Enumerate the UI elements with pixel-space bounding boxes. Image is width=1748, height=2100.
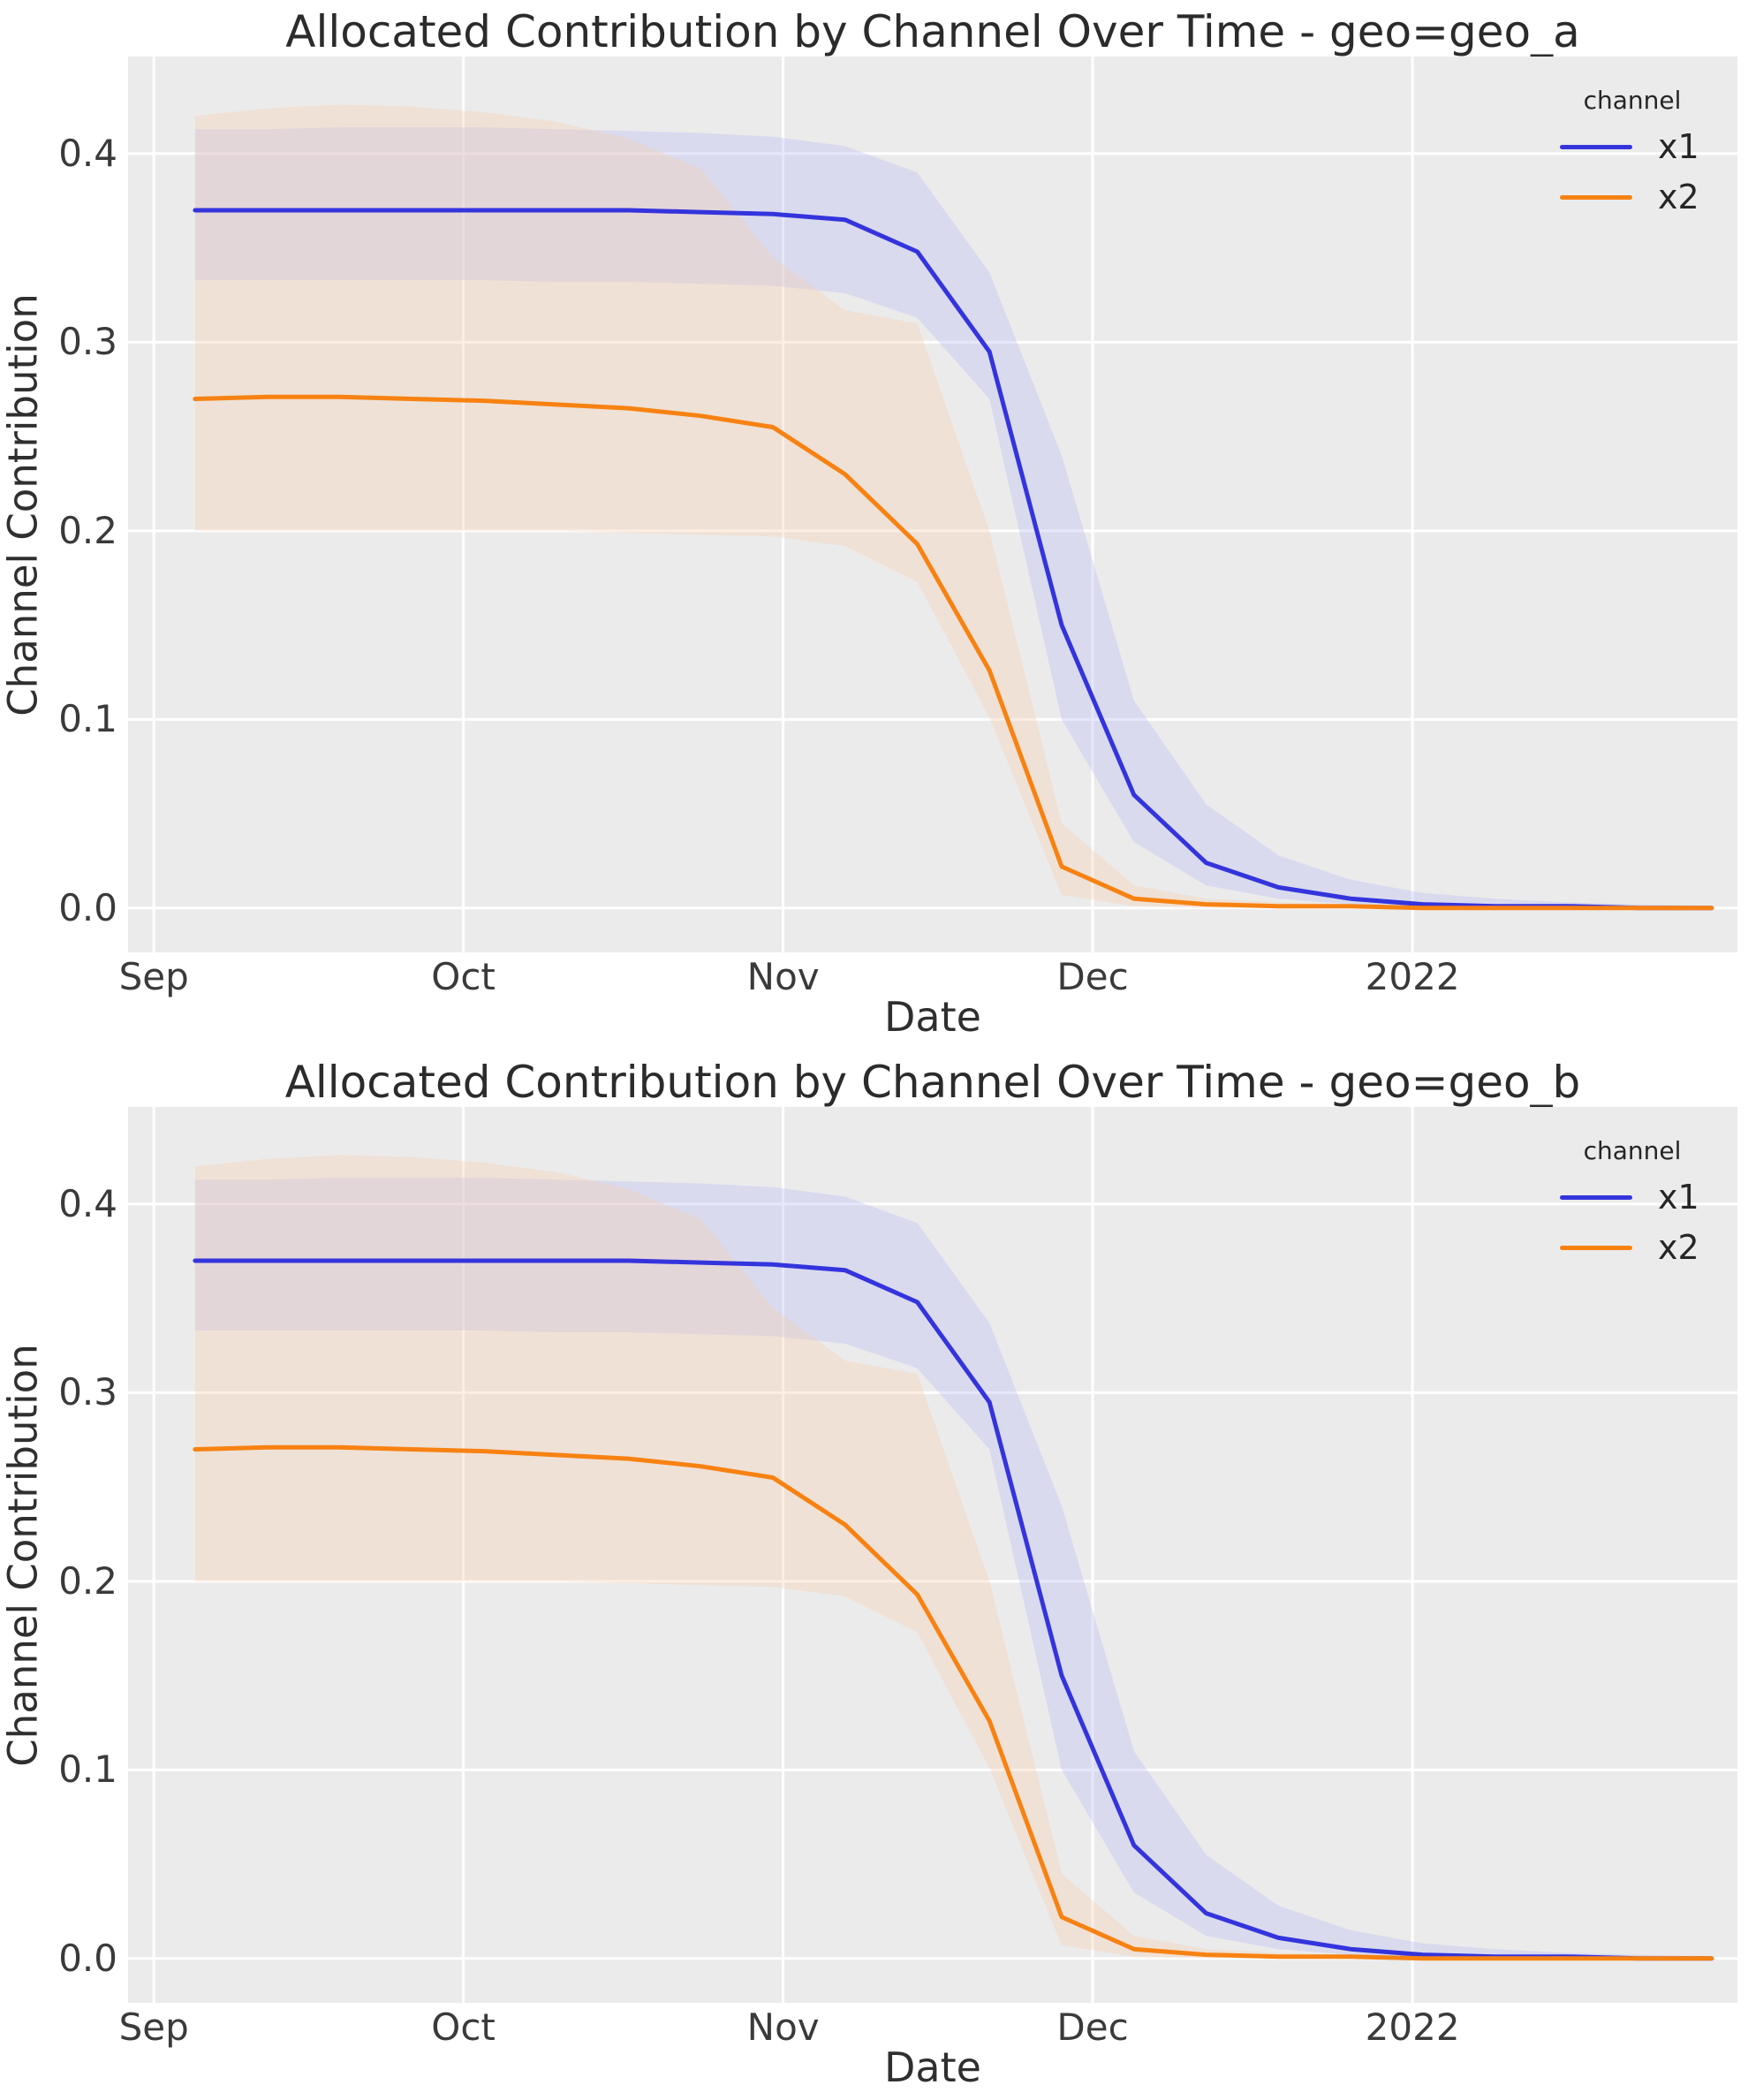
confidence-band-x2 xyxy=(194,104,1712,908)
chart-canvas xyxy=(128,1107,1737,2003)
line-x2 xyxy=(193,394,1714,911)
legend-label-x1: x1 xyxy=(1658,127,1699,166)
legend-swatch-x1 xyxy=(1560,145,1632,149)
plot-area xyxy=(128,1107,1737,2003)
x-tick-label: Oct xyxy=(431,2005,496,2049)
y-tick-label: 0.1 xyxy=(58,1747,117,1792)
x-axis-label: Date xyxy=(884,2043,981,2091)
y-tick-label: 0.2 xyxy=(58,1558,117,1603)
line-x2 xyxy=(193,1444,1714,1961)
legend-label-x1: x1 xyxy=(1658,1178,1699,1217)
legend-label-x2: x2 xyxy=(1658,178,1699,216)
chart-title: Allocated Contribution by Channel Over T… xyxy=(284,1057,1581,1108)
line-x1 xyxy=(193,208,1714,911)
y-axis-label: Channel Contribution xyxy=(0,1343,47,1767)
x-tick-label: Nov xyxy=(746,2005,820,2049)
confidence-band-x1 xyxy=(194,1178,1712,1959)
chart-geo-b: Allocated Contribution by Channel Over T… xyxy=(0,1050,1748,2100)
x-tick-label: Sep xyxy=(118,2005,189,2049)
y-tick-label: 0.4 xyxy=(58,131,117,175)
y-tick-label: 0.0 xyxy=(58,885,117,929)
legend-label-x2: x2 xyxy=(1658,1228,1699,1267)
legend-entry-x2: x2 xyxy=(1560,1228,1737,1267)
plot-area xyxy=(128,57,1737,952)
legend-entry-x1: x1 xyxy=(1560,127,1737,166)
confidence-band-x1 xyxy=(194,127,1712,908)
confidence-band-x2 xyxy=(194,1155,1712,1959)
legend-swatch-x2 xyxy=(1560,1246,1632,1250)
x-tick-label: 2022 xyxy=(1365,2005,1460,2049)
x-axis-label: Date xyxy=(884,993,981,1041)
y-tick-label: 0.4 xyxy=(58,1181,117,1225)
legend-swatch-x2 xyxy=(1560,195,1632,200)
y-tick-label: 0.1 xyxy=(58,697,117,741)
line-x1 xyxy=(193,1258,1714,1961)
y-tick-label: 0.2 xyxy=(58,508,117,552)
y-tick-label: 0.3 xyxy=(58,1370,117,1414)
x-tick-label: Oct xyxy=(431,955,496,998)
y-axis-label: Channel Contribution xyxy=(0,292,47,716)
x-tick-label: Nov xyxy=(746,955,820,998)
x-tick-label: Dec xyxy=(1056,955,1129,998)
chart-geo-a: Allocated Contribution by Channel Over T… xyxy=(0,6,1737,1041)
x-tick-label: Sep xyxy=(118,955,189,998)
legend-swatch-x1 xyxy=(1560,1195,1632,1200)
legend-entry-x2: x2 xyxy=(1560,178,1737,216)
chart-canvas xyxy=(128,57,1737,952)
legend-title: channel xyxy=(1583,86,1682,115)
legend-title: channel xyxy=(1583,1136,1682,1165)
y-tick-label: 0.0 xyxy=(58,1936,117,1980)
x-tick-label: 2022 xyxy=(1365,955,1460,998)
legend-entry-x1: x1 xyxy=(1560,1178,1737,1217)
chart-title: Allocated Contribution by Channel Over T… xyxy=(285,6,1580,57)
x-tick-label: Dec xyxy=(1056,2005,1129,2049)
y-tick-label: 0.3 xyxy=(58,320,117,364)
